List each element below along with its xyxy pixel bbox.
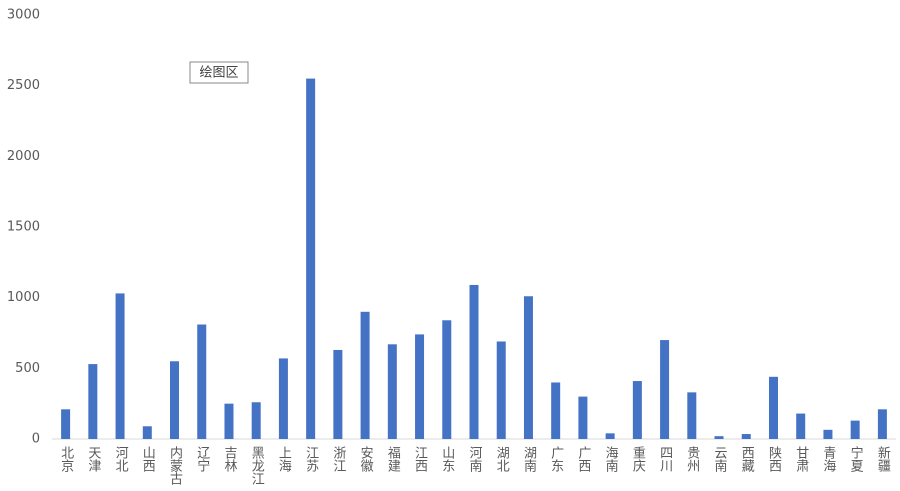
bar (442, 320, 452, 439)
tooltip-box (189, 61, 249, 84)
bar (61, 409, 71, 439)
bar (632, 381, 642, 439)
x-tick-label: 青海 (820, 446, 836, 472)
bar (88, 364, 98, 439)
x-tick-label: 河北 (113, 446, 129, 473)
bar (687, 392, 697, 439)
bar (768, 376, 778, 439)
y-tick-label: 2500 (7, 78, 40, 93)
x-tick-label: 西藏 (739, 446, 755, 472)
x-tick-label: 安徽 (358, 446, 374, 472)
x-tick-label: 北京 (58, 446, 74, 472)
x-tick-label: 新疆 (875, 445, 891, 472)
bar (660, 340, 670, 439)
x-tick-label: 贵州 (684, 446, 700, 472)
bar (251, 402, 261, 439)
x-tick-label: 广西 (575, 446, 591, 472)
x-tick-label: 吉林 (221, 446, 237, 472)
bar (197, 324, 207, 439)
x-tick-label: 山西 (140, 446, 156, 472)
bar (523, 296, 533, 439)
tooltip-text: 绘图区 (199, 66, 238, 81)
bar (496, 341, 506, 439)
x-tick-label: 河南 (467, 446, 483, 472)
x-tick-label: 上海 (276, 446, 292, 472)
y-tick-label: 1500 (7, 220, 40, 235)
bar (170, 361, 180, 439)
bar (224, 403, 234, 439)
bar (850, 420, 860, 439)
bar (796, 413, 806, 439)
bar (469, 284, 479, 439)
x-tick-label: 山东 (439, 446, 455, 472)
bar (823, 429, 833, 439)
x-tick-label: 湖北 (494, 446, 510, 473)
bar (278, 358, 288, 439)
x-tick-label: 天津 (85, 446, 101, 472)
x-tick-label: 江西 (412, 446, 428, 472)
x-tick-label: 浙江 (330, 446, 346, 472)
x-tick-label: 海南 (603, 446, 619, 472)
x-tick-label: 重庆 (630, 445, 646, 472)
bar (551, 382, 561, 439)
tooltip: 绘图区 (189, 61, 249, 84)
x-tick-label: 宁夏 (848, 445, 864, 472)
bar (714, 436, 724, 439)
bar (115, 293, 125, 439)
y-tick-label: 0 (32, 432, 40, 447)
bar (387, 344, 397, 439)
x-tick-label: 甘肃 (793, 446, 809, 472)
y-tick-label: 1000 (7, 290, 40, 305)
bar (877, 409, 887, 439)
y-tick-label: 2000 (7, 149, 40, 164)
x-tick-label: 广东 (548, 446, 564, 472)
bar (605, 433, 615, 439)
bar (306, 78, 316, 439)
x-tick-label: 黑龙江 (249, 446, 265, 485)
x-tick-label: 云南 (712, 446, 728, 472)
x-tick-label: 湖南 (521, 446, 537, 472)
bar (415, 334, 425, 439)
bar (142, 426, 152, 439)
y-tick-label: 3000 (7, 8, 40, 23)
x-tick-label: 四川 (657, 446, 673, 472)
bar (360, 311, 370, 439)
x-tick-label: 江苏 (303, 446, 319, 472)
y-tick-label: 500 (15, 361, 40, 376)
x-tick-label: 陕西 (766, 446, 782, 472)
x-tick-label: 福建 (385, 446, 401, 473)
bar (578, 396, 588, 439)
bar (333, 349, 343, 439)
x-tick-label: 内蒙古 (167, 445, 183, 485)
x-tick-label: 辽宁 (194, 446, 210, 472)
bar (741, 434, 751, 439)
